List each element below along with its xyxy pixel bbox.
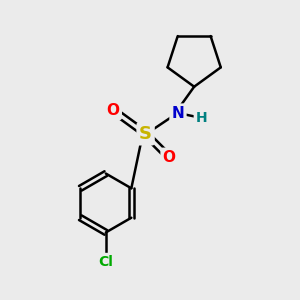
Text: O: O	[107, 103, 120, 118]
Text: S: S	[139, 125, 152, 143]
Text: Cl: Cl	[98, 255, 113, 269]
Text: O: O	[163, 150, 176, 165]
Text: H: H	[196, 111, 207, 124]
Text: N: N	[172, 106, 184, 121]
